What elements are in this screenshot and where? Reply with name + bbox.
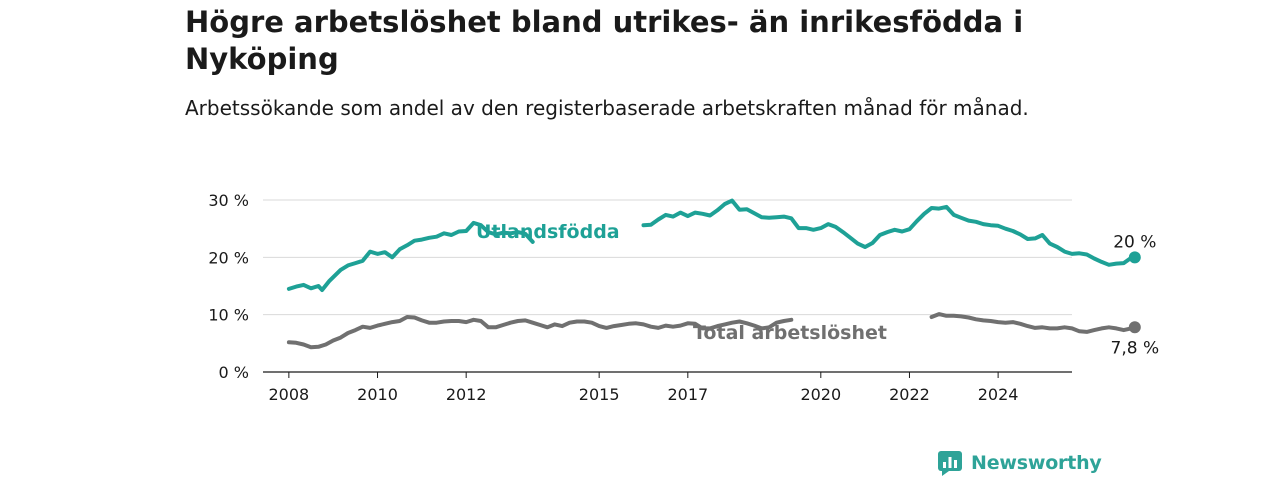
gridlines: 0 % 10 % 20 % 30 % (208, 191, 1072, 382)
x-axis: 2008 2010 2012 2015 2017 2020 2022 2024 (268, 372, 1018, 404)
x-tick-label: 2010 (357, 385, 398, 404)
chart-title: Högre arbetslöshet bland utrikes- än inr… (185, 5, 1024, 76)
newsworthy-logo-icon (938, 451, 962, 476)
series-labels: 20 % 7,8 % Utlandsfödda Total arbetslöshet (476, 221, 1159, 358)
x-tick-label: 2020 (800, 385, 841, 404)
x-tick-label: 2015 (579, 385, 620, 404)
x-tick-label: 2022 (889, 385, 930, 404)
y-tick-label: 30 % (208, 191, 249, 210)
x-tick-label: 2008 (268, 385, 309, 404)
y-tick-label: 20 % (208, 248, 249, 267)
series-lines (286, 198, 1141, 350)
x-tick-label: 2024 (978, 385, 1019, 404)
end-point-marker (1128, 251, 1141, 264)
series-line (286, 312, 1137, 350)
line-chart: 0 % 10 % 20 % 30 % 2008 2010 2012 2015 2017 2020… (208, 191, 1159, 404)
newsworthy-logo: Newsworthy (937, 449, 1102, 477)
y-tick-label: 0 % (219, 363, 249, 382)
x-tick-label: 2012 (446, 385, 487, 404)
series-name-label: Utlandsfödda (476, 221, 620, 243)
end-point-marker (1128, 321, 1141, 334)
series-name-label: Total arbetslöshet (693, 322, 887, 344)
y-tick-label: 10 % (208, 306, 249, 325)
end-value-label: 7,8 % (1111, 338, 1160, 358)
series-line (286, 198, 1137, 292)
x-tick-label: 2017 (667, 385, 708, 404)
end-value-label: 20 % (1113, 232, 1156, 252)
chart-subtitle: Arbetssökande som andel av den registerb… (185, 96, 1029, 120)
logo-text: Newsworthy (971, 452, 1102, 474)
